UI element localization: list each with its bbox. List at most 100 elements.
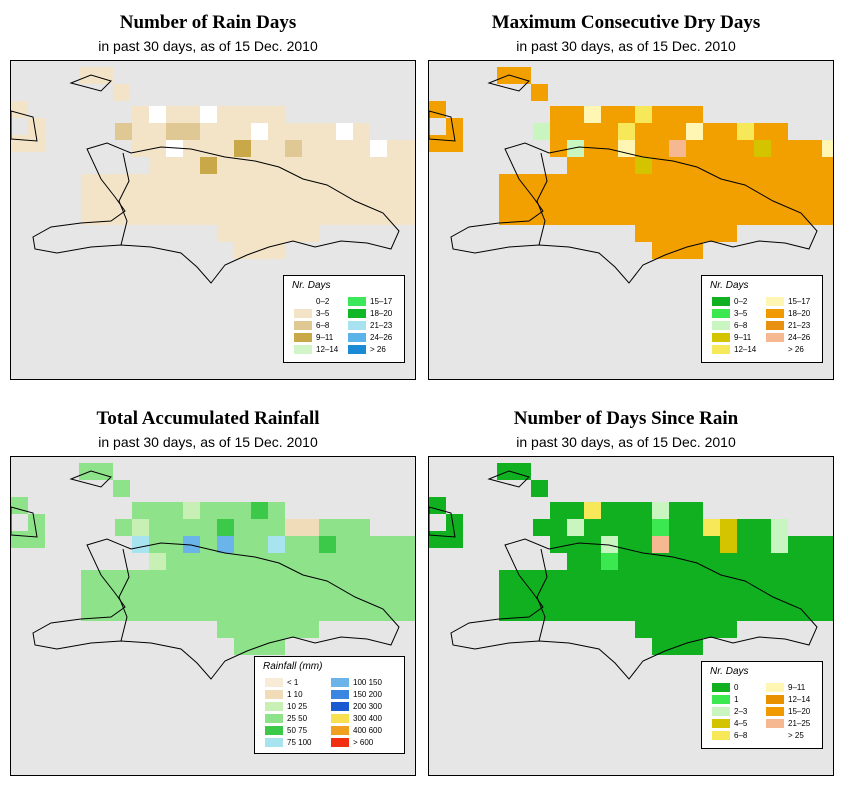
grid-cell xyxy=(567,553,584,570)
grid-cell xyxy=(302,553,319,570)
grid-cell xyxy=(567,587,584,604)
grid-cell xyxy=(336,140,353,157)
grid-cell xyxy=(618,123,635,140)
grid-cell xyxy=(149,519,166,536)
grid-cell xyxy=(720,604,737,621)
legend-label: 10 25 xyxy=(287,701,308,711)
legend-label: 6–8 xyxy=(316,320,330,330)
grid-cell xyxy=(567,208,584,225)
map-frame[interactable] xyxy=(10,456,416,776)
grid-cell xyxy=(319,140,336,157)
grid-cell xyxy=(81,570,98,587)
grid-cell xyxy=(353,191,370,208)
grid-cell xyxy=(618,191,635,208)
grid-cell xyxy=(584,208,601,225)
grid-cell xyxy=(234,536,251,553)
grid-cell xyxy=(113,480,130,497)
grid-cell xyxy=(669,604,686,621)
grid-cell xyxy=(771,191,788,208)
legend-label: 0–2 xyxy=(316,296,330,306)
grid-cell xyxy=(149,553,166,570)
grid-cell xyxy=(703,157,720,174)
grid-cell xyxy=(132,106,149,123)
legend-item: 2–3 xyxy=(712,706,747,716)
grid-cell xyxy=(584,106,601,123)
grid-cell xyxy=(822,157,833,174)
grid-cell xyxy=(584,502,601,519)
legend-item: 4–5 xyxy=(712,718,747,728)
legend-label: 21–23 xyxy=(788,320,811,330)
grid-cell xyxy=(550,123,567,140)
grid-cell xyxy=(166,570,183,587)
grid-cell xyxy=(166,519,183,536)
grid-cell xyxy=(533,570,550,587)
grid-cell xyxy=(200,519,217,536)
legend: Nr. Days 0 1 2–3 4–5 6–8 9–11 12–14 15–20 21–25 >… xyxy=(701,661,823,749)
grid-cell xyxy=(788,208,805,225)
grid-cell xyxy=(669,157,686,174)
grid-cell xyxy=(353,157,370,174)
legend-item: 18–20 xyxy=(348,308,392,318)
map-frame[interactable] xyxy=(10,60,416,380)
grid-cell xyxy=(268,502,285,519)
grid-cell xyxy=(302,174,319,191)
legend-label: 12–14 xyxy=(734,344,757,354)
grid-cell xyxy=(98,604,115,621)
grid-cell xyxy=(635,621,652,638)
grid-cell xyxy=(686,140,703,157)
grid-cell xyxy=(234,621,251,638)
grid-cell xyxy=(584,191,601,208)
grid-cell xyxy=(686,570,703,587)
grid-cell xyxy=(319,208,336,225)
grid-cell xyxy=(217,519,234,536)
grid-cell xyxy=(635,519,652,536)
legend-item: 15–20 xyxy=(766,706,810,716)
grid-cell xyxy=(550,208,567,225)
grid-cell xyxy=(28,531,45,548)
grid-cell xyxy=(302,621,319,638)
grid-cell xyxy=(533,519,550,536)
grid-cell xyxy=(822,208,833,225)
grid-cell xyxy=(81,174,98,191)
grid-cell xyxy=(567,604,584,621)
grid-cell xyxy=(319,604,336,621)
grid-cell xyxy=(387,536,404,553)
grid-cell xyxy=(652,191,669,208)
grid-cell xyxy=(285,225,302,242)
grid-cell xyxy=(686,123,703,140)
grid-cell xyxy=(319,587,336,604)
grid-cell xyxy=(754,123,771,140)
grid-cell xyxy=(669,174,686,191)
grid-cell xyxy=(96,463,113,480)
grid-cell xyxy=(601,208,618,225)
grid-cell xyxy=(268,621,285,638)
grid-cell xyxy=(353,519,370,536)
grid-cell xyxy=(720,621,737,638)
grid-cell xyxy=(446,135,463,152)
legend-label: 15–17 xyxy=(370,296,393,306)
grid-cell xyxy=(652,225,669,242)
grid-cell xyxy=(132,570,149,587)
legend-swatch xyxy=(348,308,366,318)
grid-cell xyxy=(336,553,353,570)
legend-item: 6–8 xyxy=(294,320,329,330)
grid-cell xyxy=(550,570,567,587)
grid-cell xyxy=(703,208,720,225)
grid-cell xyxy=(183,191,200,208)
grid-cell xyxy=(268,570,285,587)
grid-cell xyxy=(149,123,166,140)
panel-title: Total Accumulated Rainfall xyxy=(96,408,320,429)
grid-cell xyxy=(618,519,635,536)
panel-subtitle: in past 30 days, as of 15 Dec. 2010 xyxy=(516,38,736,54)
grid-cell xyxy=(429,531,446,548)
map-frame[interactable] xyxy=(428,456,834,776)
country-border xyxy=(118,548,130,642)
country-border xyxy=(536,548,548,642)
grid-cell xyxy=(183,106,200,123)
grid-cell xyxy=(499,570,516,587)
grid-cell xyxy=(669,140,686,157)
legend-swatch xyxy=(766,718,784,728)
grid-cell xyxy=(353,208,370,225)
grid-cell xyxy=(635,123,652,140)
legend-item: 300 400 xyxy=(331,713,382,723)
